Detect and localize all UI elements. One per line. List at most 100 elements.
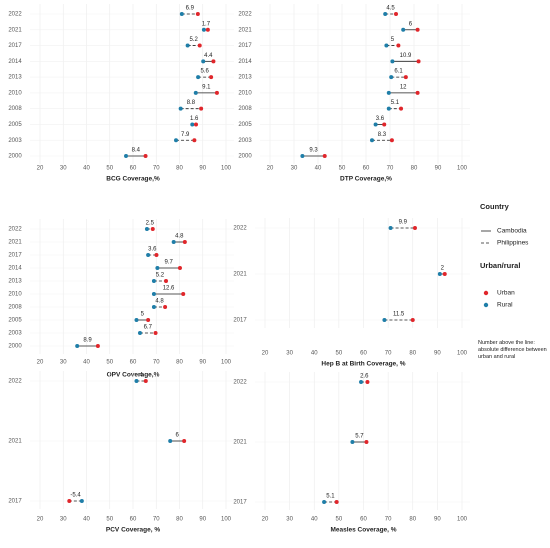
difference-label: 6.7 [144, 325, 153, 331]
difference-label: 6.9 [186, 6, 195, 12]
y-tick-label: 2013 [238, 75, 252, 81]
difference-label: 1.6 [190, 116, 199, 122]
x-tick-label: 90 [434, 351, 441, 357]
dot [153, 331, 158, 335]
dot [389, 138, 394, 143]
x-tick-label: 40 [83, 360, 90, 366]
dot [384, 43, 389, 48]
dot [177, 266, 182, 270]
x-tick-label: 70 [153, 166, 160, 172]
legend-dot [483, 302, 489, 308]
dot [143, 154, 148, 158]
dot [192, 138, 197, 143]
dot [171, 240, 176, 244]
dot [178, 106, 183, 111]
difference-label: 7.9 [181, 132, 190, 138]
x-tick-label: 40 [311, 351, 318, 357]
x-tick-label: 80 [411, 166, 418, 172]
dot [214, 90, 219, 95]
legend-label: Cambodia [497, 228, 527, 235]
x-tick-label: 30 [286, 351, 293, 357]
dot [396, 43, 401, 48]
difference-label: 6.1 [394, 69, 403, 75]
difference-label: 12 [400, 84, 407, 90]
difference-label: 5.2 [190, 37, 199, 43]
y-tick-label: 2017 [233, 318, 247, 324]
dot [194, 122, 199, 127]
dot [205, 27, 210, 32]
y-tick-label: 2022 [233, 226, 247, 232]
difference-label: 8.4 [132, 148, 141, 154]
dot [155, 266, 160, 270]
legend-label: Philippines [497, 240, 529, 247]
x-tick-label: 30 [291, 166, 298, 172]
x-tick-label: 100 [457, 166, 468, 172]
difference-label: 10.9 [400, 53, 412, 59]
y-tick-label: 2000 [8, 344, 22, 350]
difference-label: 6 [176, 433, 180, 439]
difference-label: 1.7 [202, 21, 211, 27]
dot [201, 59, 206, 64]
dot [412, 226, 417, 230]
difference-label: 3.6 [148, 247, 157, 253]
dot [143, 379, 148, 383]
dot [146, 253, 151, 257]
legend-title: Urban/rural [480, 261, 520, 270]
y-tick-label: 2005 [8, 318, 22, 324]
y-tick-label: 2021 [233, 272, 247, 278]
y-tick-label: 2008 [8, 305, 22, 311]
y-tick-label: 2008 [238, 106, 252, 112]
x-tick-label: 90 [434, 517, 441, 523]
dot [199, 106, 204, 111]
difference-label: 5.7 [355, 434, 364, 440]
x-tick-label: 40 [83, 166, 90, 172]
dot [154, 253, 159, 257]
x-tick-label: 90 [199, 517, 206, 523]
x-tick-label: 40 [83, 517, 90, 523]
dot [359, 380, 364, 384]
y-tick-label: 2017 [8, 253, 22, 259]
dot [193, 90, 198, 95]
y-tick-label: 2013 [8, 75, 22, 81]
y-tick-label: 2008 [8, 106, 22, 112]
y-tick-label: 2017 [8, 43, 22, 49]
dot [211, 59, 216, 64]
x-tick-label: 80 [176, 360, 183, 366]
y-tick-label: 2013 [8, 279, 22, 285]
x-tick-label: 90 [199, 166, 206, 172]
dot [300, 154, 305, 158]
difference-label: 5.1 [391, 100, 400, 106]
y-tick-label: 2010 [8, 90, 22, 96]
difference-label: 4.4 [204, 53, 213, 59]
dot [403, 75, 408, 80]
x-tick-label: 70 [385, 517, 392, 523]
legend-title: Country [480, 202, 510, 211]
dot [151, 305, 156, 309]
x-tick-label: 100 [457, 517, 468, 523]
dot [124, 154, 129, 158]
difference-label: 9.3 [309, 148, 318, 154]
difference-label: 8.8 [187, 100, 196, 106]
x-tick-label: 60 [363, 166, 370, 172]
x-tick-label: 50 [336, 517, 343, 523]
x-tick-label: 90 [435, 166, 442, 172]
x-tick-label: 30 [60, 166, 67, 172]
x-tick-label: 80 [176, 166, 183, 172]
dot [386, 90, 391, 95]
y-tick-label: 2014 [8, 59, 22, 65]
dot [437, 272, 442, 276]
dot [209, 75, 214, 80]
dot [185, 43, 190, 48]
legend-note: Number above the line: absolute differen… [478, 340, 547, 361]
difference-label: 2 [441, 266, 445, 272]
x-tick-label: 30 [286, 517, 293, 523]
x-tick-label: 50 [106, 517, 113, 523]
x-tick-label: 50 [106, 360, 113, 366]
y-tick-label: 2021 [238, 27, 252, 33]
dot [182, 240, 187, 244]
difference-label: 5 [391, 37, 395, 43]
x-tick-label: 80 [409, 517, 416, 523]
dot [95, 344, 100, 348]
dot [179, 12, 184, 16]
